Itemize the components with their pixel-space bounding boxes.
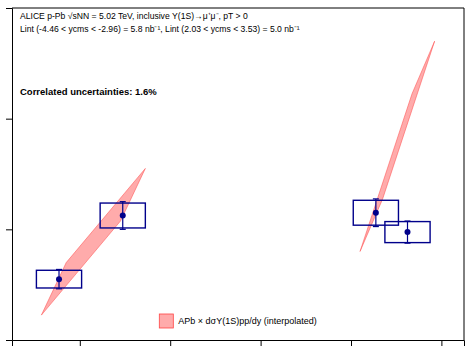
systematic-box [385, 222, 430, 243]
tick-mark [6, 119, 12, 120]
chart: ALICE p-Pb √sNN = 5.02 TeV, inclusive Υ(… [0, 0, 474, 352]
tick [351, 340, 352, 346]
legend-entry: APb × dσΥ(1S)pp/dy (interpolated) [159, 314, 316, 328]
legend-label: APb × dσΥ(1S)pp/dy (interpolated) [178, 316, 316, 326]
frame [12, 8, 464, 9]
band [360, 41, 435, 251]
tick-mark [6, 229, 12, 230]
axis-line [13, 341, 465, 347]
tick-mark [170, 340, 171, 346]
error-cap [120, 229, 126, 230]
systematic-box [36, 270, 81, 288]
plot: ALICE p-Pb √sNN = 5.02 TeV, inclusive Υ(… [6, 8, 465, 346]
tick [261, 340, 262, 346]
tick [6, 8, 12, 9]
error-cap [373, 226, 379, 227]
annotation: Correlated uncertainties: 1.6% [20, 86, 157, 97]
tick [170, 340, 171, 346]
tick-mark [6, 340, 12, 341]
y-axis [6, 9, 13, 341]
legend: APb × dσΥ(1S)pp/dy (interpolated) [159, 314, 316, 328]
tick [6, 119, 12, 120]
tick-mark [441, 340, 442, 346]
tick-mark [351, 340, 352, 346]
tick [6, 340, 12, 341]
band [41, 168, 145, 315]
legend-swatch [159, 314, 173, 328]
annotation: ALICE p-Pb √sNN = 5.02 TeV, inclusive Υ(… [20, 11, 248, 21]
systematic-box [100, 203, 145, 228]
error-cap [373, 198, 379, 199]
tick-mark [80, 340, 81, 346]
tick-mark [261, 340, 262, 346]
x-axis [13, 340, 465, 346]
tick-mark [6, 8, 12, 9]
point [405, 229, 411, 235]
point [373, 210, 379, 216]
error-cap [120, 201, 126, 202]
tick [6, 229, 12, 230]
points [36, 199, 430, 289]
axis-line [6, 9, 13, 341]
annotation: Lint (-4.46 < ycms < -2.96) = 5.8 nb⁻¹, … [20, 24, 300, 34]
point [120, 213, 126, 219]
tick [441, 340, 442, 346]
tick [80, 340, 81, 346]
marks [36, 41, 434, 315]
frame [464, 8, 465, 340]
point [56, 276, 62, 282]
